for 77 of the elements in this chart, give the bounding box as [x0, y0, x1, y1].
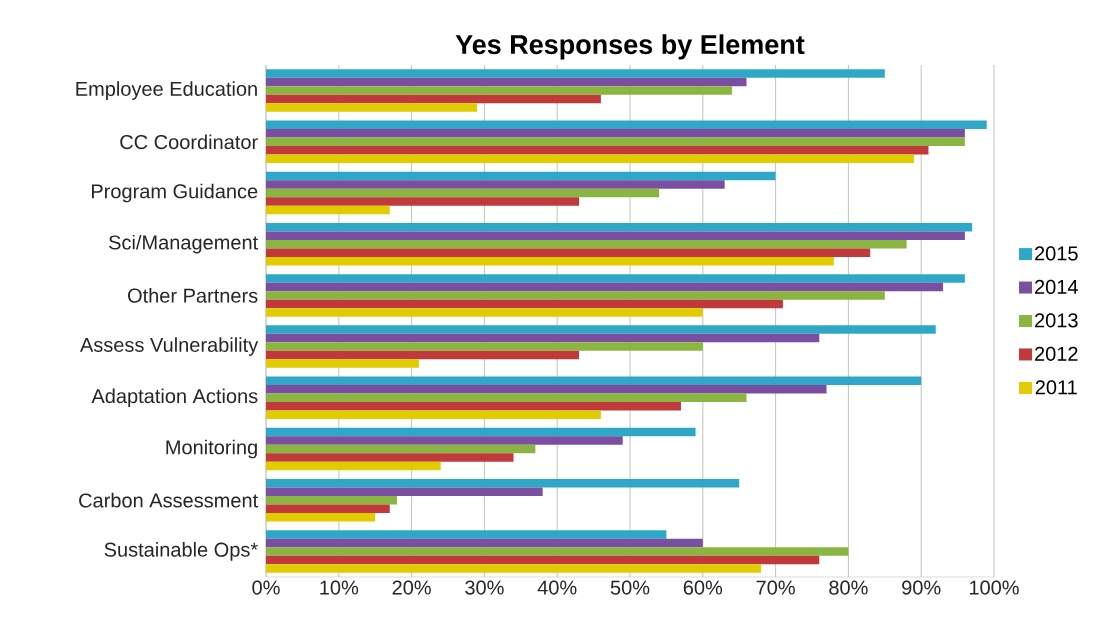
- y-tick-label: Sci/Management: [109, 234, 259, 254]
- x-tick-label: 80%: [829, 580, 868, 595]
- x-tick-label: 10%: [320, 580, 359, 595]
- y-tick-label: Adaptation Actions: [91, 388, 258, 408]
- bar: [266, 154, 914, 164]
- x-tick-label: 40%: [537, 580, 577, 595]
- bar: [266, 248, 871, 257]
- bar: [266, 274, 965, 283]
- bar: [266, 256, 834, 266]
- bar: [266, 299, 783, 309]
- bar: [266, 427, 696, 437]
- bar: [266, 359, 419, 368]
- x-tick-label: 60%: [683, 580, 723, 595]
- x-tick-label: 90%: [902, 580, 941, 595]
- bar: [266, 69, 885, 78]
- y-tick-label: Other Partners: [127, 288, 258, 303]
- bar: [266, 325, 936, 334]
- bar: [266, 77, 747, 87]
- x-tick-label: 50%: [610, 580, 650, 595]
- bar: [266, 222, 973, 232]
- bar: [266, 231, 965, 240]
- bar: [266, 291, 885, 300]
- y-tick-label: Program Guidance: [91, 183, 258, 203]
- legend-label: 2013: [1035, 313, 1078, 328]
- chart-title: Yes Responses by Element: [455, 34, 805, 60]
- x-tick-label: 70%: [756, 580, 795, 595]
- bar: [266, 555, 820, 565]
- legend-label: 2015: [1035, 246, 1078, 261]
- bar: [266, 94, 601, 104]
- bar: [266, 333, 820, 343]
- x-tick-label: 0%: [252, 580, 280, 595]
- bar: [266, 487, 543, 496]
- bar: [266, 197, 580, 206]
- bar: [266, 171, 776, 181]
- bar: [266, 239, 907, 249]
- bar: [266, 444, 536, 454]
- y-tick-label: Employee Education: [76, 81, 257, 100]
- bar: [266, 453, 514, 462]
- y-tick-label: Carbon Assessment: [79, 492, 259, 508]
- bar: [266, 495, 398, 505]
- bar: [266, 86, 732, 95]
- bar: [266, 350, 580, 360]
- bar: [266, 188, 660, 198]
- x-tick-label: 30%: [465, 580, 504, 595]
- bar: [266, 376, 922, 386]
- bar: [266, 103, 478, 112]
- bar: [266, 564, 762, 573]
- bar: [266, 129, 965, 138]
- y-tick-label: Sustainable Ops*: [104, 542, 258, 561]
- legend-label: 2012: [1035, 346, 1078, 361]
- bar: [266, 461, 441, 471]
- bar: [266, 402, 681, 411]
- bar: [266, 120, 987, 130]
- legend-label: 2011: [1035, 380, 1077, 395]
- bar: [266, 530, 667, 539]
- y-tick-label: CC Coordinator: [120, 134, 258, 150]
- x-tick-label: 20%: [392, 580, 431, 595]
- bar: [266, 342, 703, 351]
- bar: [266, 512, 376, 522]
- bar: [266, 180, 725, 189]
- bar: [266, 205, 390, 215]
- bar: [266, 478, 740, 488]
- bar: [266, 547, 849, 556]
- bar: [266, 385, 827, 394]
- bar: [266, 137, 965, 147]
- bar: [266, 538, 703, 548]
- bar: [266, 436, 623, 445]
- legend-label: 2014: [1035, 279, 1078, 294]
- bar: [266, 282, 944, 292]
- bar: [266, 308, 703, 317]
- y-tick-label: Monitoring: [166, 439, 257, 459]
- bar: [266, 146, 929, 155]
- bar: [266, 504, 390, 513]
- bar: [266, 393, 747, 403]
- y-tick-label: Assess Vulnerability: [80, 337, 259, 356]
- x-tick-label: 100%: [969, 580, 1019, 595]
- bar: [266, 410, 601, 420]
